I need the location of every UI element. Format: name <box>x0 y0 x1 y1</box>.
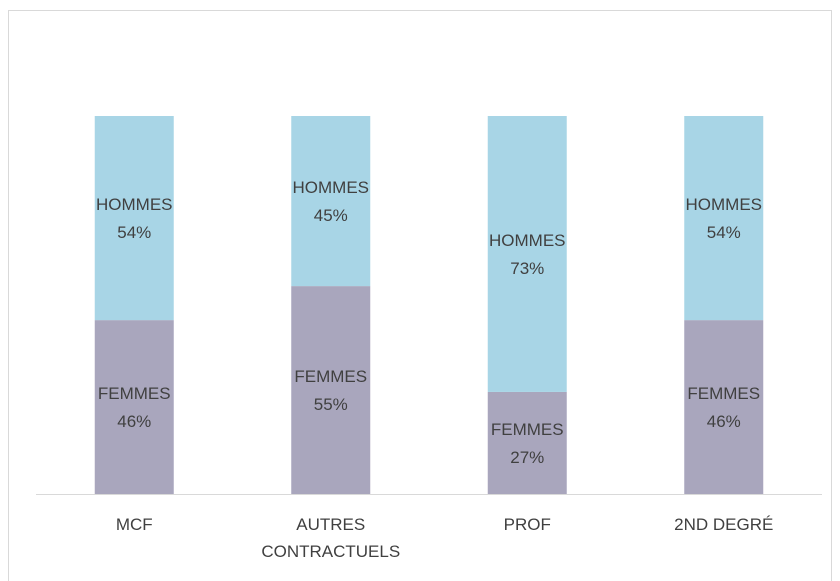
data-label-value: 54% <box>117 223 151 242</box>
data-label: FEMMES 46% <box>98 384 171 431</box>
data-label-series: FEMMES <box>491 420 564 439</box>
x-tick-label: MCF <box>115 515 153 534</box>
data-label-series: HOMMES <box>293 178 370 197</box>
data-label-series: FEMMES <box>687 384 760 403</box>
data-label-series: HOMMES <box>96 195 173 214</box>
bar-segment <box>487 391 567 494</box>
data-label-value: 27% <box>510 448 544 467</box>
bar-segment <box>291 116 371 287</box>
data-label-series: FEMMES <box>294 367 367 386</box>
data-label-value: 73% <box>510 259 544 278</box>
data-label: HOMMES 73% <box>489 231 566 278</box>
bar-segment <box>684 320 764 494</box>
data-label: HOMMES 45% <box>293 178 370 225</box>
data-label: FEMMES 55% <box>294 367 367 414</box>
data-label-value: 46% <box>117 412 151 431</box>
bar-segment <box>487 116 567 392</box>
x-tick-label: PROF <box>503 515 551 534</box>
data-label-series: FEMMES <box>98 384 171 403</box>
bar-segment <box>684 116 764 321</box>
data-label-series: HOMMES <box>686 195 763 214</box>
data-label: FEMMES 27% <box>491 420 564 467</box>
chart-border <box>8 10 832 581</box>
bar-segment <box>94 320 174 494</box>
data-label: HOMMES 54% <box>96 195 173 242</box>
data-label-value: 55% <box>314 395 348 414</box>
x-tick-label: AUTRES CONTRACTUELS <box>261 515 401 561</box>
data-label-value: 45% <box>314 206 348 225</box>
data-label-value: 54% <box>707 223 741 242</box>
data-label-value: 46% <box>707 412 741 431</box>
x-tick-label: 2ND DEGRÉ <box>674 515 774 534</box>
data-label: HOMMES 54% <box>686 195 763 242</box>
bar-segment <box>94 116 174 321</box>
data-label-series: HOMMES <box>489 231 566 250</box>
data-label: FEMMES 46% <box>687 384 760 431</box>
bar-segment <box>291 286 371 494</box>
